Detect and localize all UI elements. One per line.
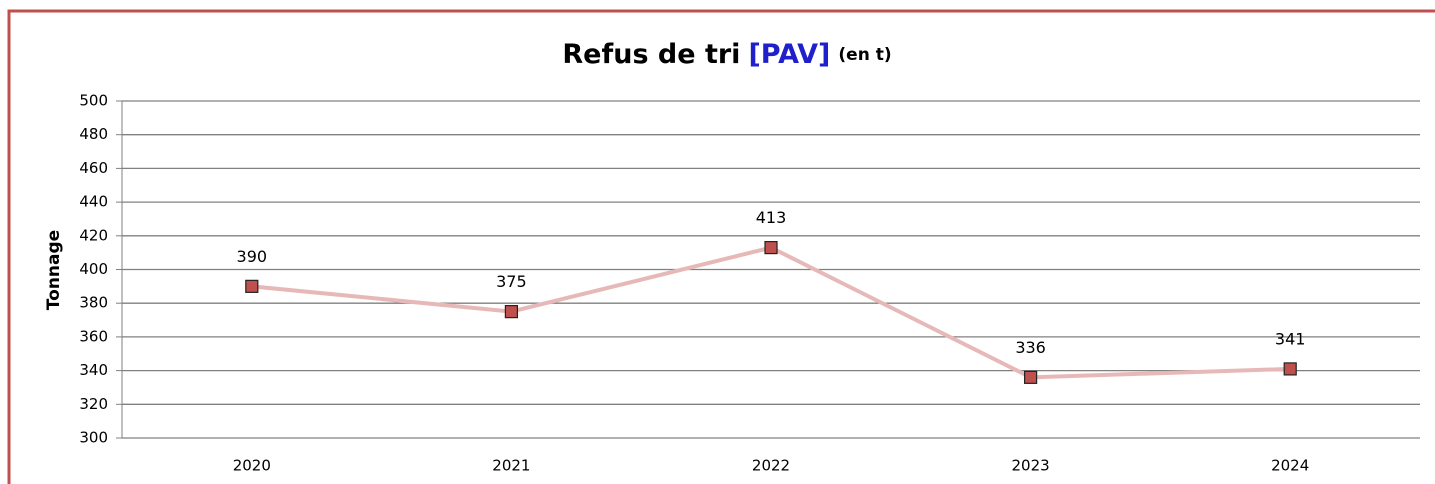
y-tick-label: 340 — [79, 361, 108, 379]
title-main: Refus de tri — [562, 39, 740, 70]
line — [251, 245, 1291, 380]
chart-title: Refus de tri [PAV] (en t) — [562, 39, 891, 70]
y-tick-label: 480 — [79, 125, 108, 143]
y-tick-label: 400 — [79, 260, 108, 278]
x-tick-label: 2020 — [233, 457, 271, 475]
title-unit: (en t) — [838, 45, 891, 65]
y-tick-label: 360 — [79, 327, 108, 345]
x-tick-label: 2022 — [752, 457, 790, 475]
y-tick-label: 300 — [79, 429, 108, 447]
y-tick-label: 440 — [79, 193, 108, 211]
x-tick-label: 2021 — [492, 457, 530, 475]
y-axis-label: Tonnage — [44, 230, 64, 310]
data-label: 341 — [1275, 329, 1306, 348]
data-label: 390 — [237, 247, 268, 266]
x-tick-label: 2024 — [1271, 457, 1309, 475]
data-label: 375 — [496, 272, 527, 291]
marker — [764, 240, 778, 255]
marker — [504, 305, 518, 319]
y-tick-label: 500 — [79, 92, 108, 110]
title-highlight: [PAV] — [748, 39, 830, 70]
data-label: 413 — [756, 208, 787, 227]
y-tick-label: 420 — [79, 226, 108, 244]
marker — [1023, 370, 1038, 384]
y-tick-label: 460 — [79, 159, 108, 177]
marker — [1283, 362, 1297, 376]
marker — [245, 279, 259, 293]
y-tick-label: 320 — [79, 395, 108, 413]
x-tick-label: 2023 — [1012, 457, 1050, 475]
data-label: 336 — [1015, 338, 1046, 357]
y-tick-label: 380 — [79, 294, 108, 312]
frame — [7, 9, 1435, 484]
